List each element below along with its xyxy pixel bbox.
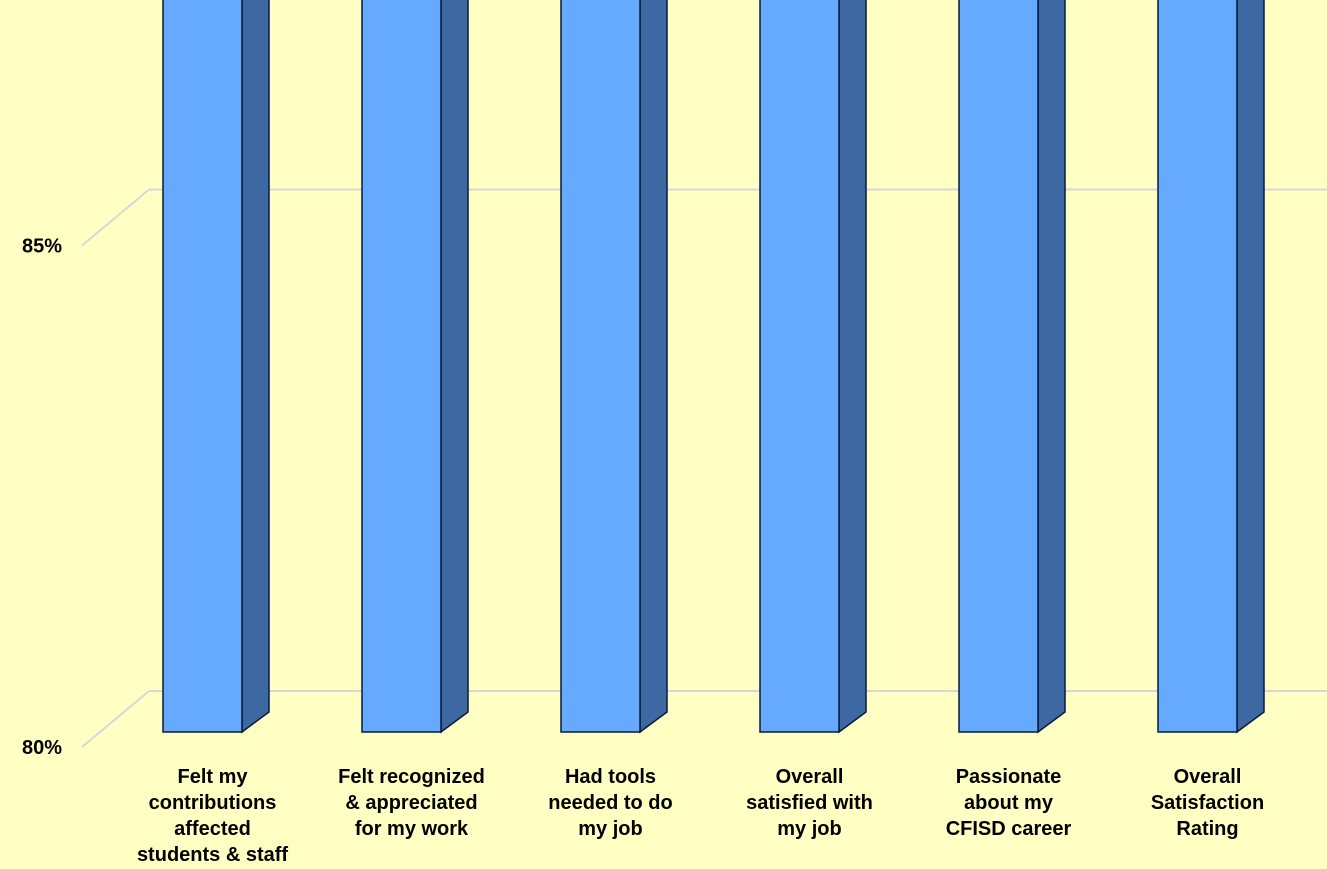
x-tick-label: Felt recognized & appreciated for my work [338, 766, 485, 840]
bar-side [440, 0, 469, 734]
bar-front [759, 0, 840, 733]
bar [759, 0, 867, 734]
bars [162, 0, 1265, 734]
x-axis-labels: Felt my contributions affected students & s… [137, 766, 1264, 866]
x-tick-label: Overall satisfied with my job [746, 766, 873, 840]
bar-front [560, 0, 641, 733]
y-axis-ticks: 80%85%90%95% [22, 236, 62, 760]
bar-front [162, 0, 243, 733]
bar [1157, 0, 1265, 734]
bar-side [838, 0, 867, 734]
bar [361, 0, 469, 734]
bar-side [1037, 0, 1066, 734]
bar [560, 0, 668, 734]
x-tick-label: Had tools needed to do my job [548, 766, 672, 840]
gridline-diagonal [81, 690, 150, 748]
bar-front [958, 0, 1039, 733]
y-tick-label: 80% [22, 737, 62, 759]
x-tick-label: Overall Satisfaction Rating [1151, 766, 1264, 840]
bar-front [361, 0, 442, 733]
gridline-diagonal [81, 188, 150, 247]
x-tick-label: Felt my contributions affected students & s… [137, 766, 288, 866]
gridlines [81, 188, 1327, 748]
bar-front [1157, 0, 1238, 733]
bar [162, 0, 270, 734]
x-tick-label: Passionate about my CFISD career [946, 766, 1072, 840]
bar [958, 0, 1066, 734]
bar-side [241, 0, 270, 734]
y-tick-label: 85% [22, 236, 62, 258]
bar-side [1236, 0, 1265, 734]
bar-side [639, 0, 668, 734]
